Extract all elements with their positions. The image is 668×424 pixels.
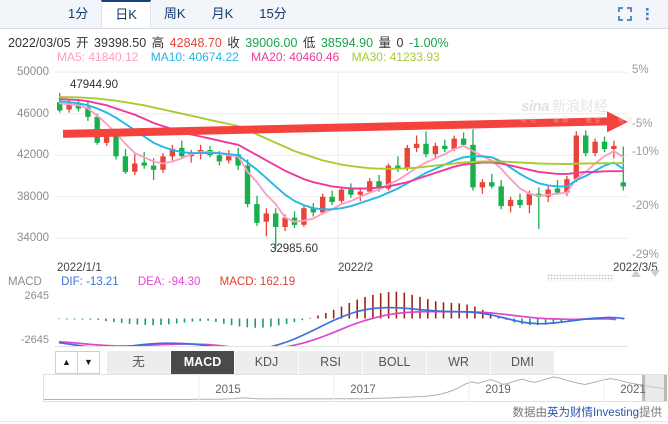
- indicator-tab-wr[interactable]: WR: [427, 350, 491, 374]
- candlestick-plot[interactable]: [55, 70, 628, 255]
- quote-change-pct: -1.00%: [408, 36, 449, 50]
- price-tick-50000: 50000: [17, 66, 49, 79]
- quote-close-value: 39006.00: [245, 36, 298, 50]
- period-tabs: 1分 日K 周K 月K 15分: [55, 0, 300, 28]
- header-icon-group: [618, 0, 659, 28]
- macd-legend: MACD DIF: -13.21 DEA: -94.30 MACD: 162.1…: [8, 276, 311, 288]
- macd-dif-value: DIF: -13.21: [61, 276, 119, 288]
- date-left: 2022/1/1: [57, 262, 102, 274]
- indicator-down-arrow: ▼: [84, 356, 93, 367]
- indicator-tab-macd[interactable]: MACD: [171, 350, 235, 374]
- footer-suffix: 提供: [639, 407, 662, 419]
- price-tick-46000: 46000: [17, 107, 49, 120]
- date-right: 2022/3/5: [613, 262, 658, 274]
- percent-axis-right: 5% -5% -10% -20% -29%: [630, 64, 668, 261]
- indicator-tab-dmi[interactable]: DMI: [491, 350, 555, 374]
- pct-tick--20%: -20%: [632, 200, 659, 212]
- quote-high-value: 42848.70: [169, 36, 222, 50]
- quote-date: 2022/03/05: [8, 36, 71, 50]
- period-tab-bar: 1分 日K 周K 月K 15分: [0, 0, 668, 29]
- scale-controls: [631, 270, 660, 277]
- macd-plot[interactable]: [55, 290, 628, 347]
- tab-15min[interactable]: 15分: [259, 6, 287, 21]
- indicator-prev-button[interactable]: ▲: [55, 350, 78, 374]
- indicator-tab-kdj[interactable]: KDJ: [235, 350, 299, 374]
- macd-title: MACD: [8, 276, 42, 288]
- footer-prefix: 数据由: [512, 407, 547, 419]
- chart-drag-handle[interactable]: [547, 274, 614, 281]
- footer-link[interactable]: 英为财情Investing: [546, 407, 639, 419]
- footer-divider: [0, 421, 668, 422]
- low-price-annotation: 32985.60: [270, 243, 318, 255]
- pct-tick--10%: -10%: [632, 145, 659, 158]
- macd-axis: 2645 -2645: [0, 290, 52, 347]
- macd-macd-value: MACD: 162.19: [219, 276, 296, 288]
- ma20-legend: MA20: 40460.46: [251, 50, 340, 64]
- data-source-footer: 数据由英为财情Investing提供: [512, 404, 662, 420]
- overview-range-chart[interactable]: [43, 374, 668, 402]
- high-price-annotation: 47944.90: [70, 79, 118, 91]
- ma10-legend: MA10: 40674.22: [150, 50, 239, 64]
- indicator-tab-boll[interactable]: BOLL: [363, 350, 427, 374]
- indicator-bar: ▲ ▼ 无 MACD KDJ RSI BOLL WR DMI: [55, 350, 668, 374]
- indicator-tab-none[interactable]: 无: [107, 350, 171, 374]
- quote-volume-label: 量: [378, 36, 392, 50]
- quote-open-label: 开: [76, 36, 89, 50]
- ma5-legend: MA5: 41840.12: [57, 50, 139, 64]
- scale-up-icon[interactable]: [631, 270, 641, 277]
- quote-volume-value: 0: [396, 36, 404, 50]
- quote-info-line: 2022/03/05 开 39398.50 高 42848.70 收 39006…: [8, 32, 451, 51]
- pct-tick--29%: -29%: [632, 249, 659, 261]
- quote-open-value: 39398.50: [94, 36, 147, 50]
- quote-close-label: 收: [227, 36, 240, 50]
- macd-axis-top: 2645: [24, 290, 49, 302]
- indicator-tabs: 无 MACD KDJ RSI BOLL WR DMI: [107, 350, 555, 374]
- quote-high-label: 高: [151, 36, 165, 50]
- tab-1min[interactable]: 1分: [68, 6, 89, 21]
- date-axis: 2022/1/1 2022/2 2022/3/5: [0, 262, 668, 276]
- tab-daily[interactable]: 日K: [101, 0, 151, 28]
- price-axis-left: 50000 46000 42000 38000 34000: [0, 66, 52, 260]
- pct-tick--5%: -5%: [632, 118, 653, 131]
- tab-weekly[interactable]: 周K: [163, 6, 186, 21]
- price-tick-34000: 34000: [17, 232, 49, 245]
- fullscreen-icon[interactable]: [618, 7, 632, 21]
- indicator-tab-rsi[interactable]: RSI: [299, 350, 363, 374]
- price-tick-38000: 38000: [17, 190, 49, 203]
- indicator-up-arrow: ▲: [62, 356, 71, 367]
- ma-legend: MA5: 41840.12 MA10: 40674.22 MA20: 40460…: [57, 50, 449, 64]
- more-vertical-icon[interactable]: [645, 7, 659, 21]
- tab-monthly[interactable]: 月K: [211, 6, 234, 21]
- quote-low-label: 低: [302, 36, 316, 50]
- date-mid: 2022/2: [338, 262, 374, 274]
- ma30-legend: MA30: 41233.93: [351, 50, 440, 64]
- pct-tick-5%: 5%: [632, 64, 649, 76]
- macd-axis-bottom: -2645: [20, 334, 49, 346]
- quote-low-value: 38594.90: [320, 36, 374, 50]
- indicator-next-button[interactable]: ▼: [77, 350, 100, 374]
- price-tick-42000: 42000: [17, 149, 49, 162]
- macd-dea-value: DEA: -94.30: [137, 276, 201, 288]
- scale-down-icon[interactable]: [650, 270, 660, 277]
